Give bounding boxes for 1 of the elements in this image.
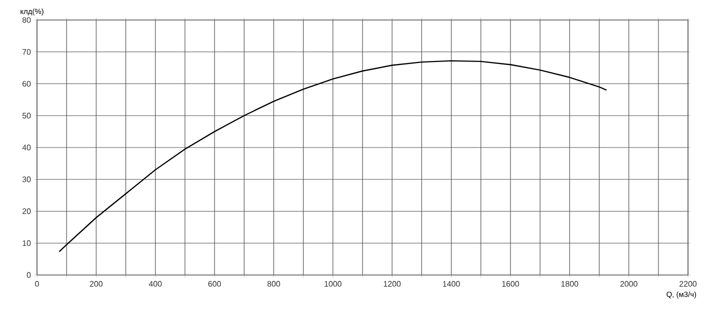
- line-series: [58, 60, 608, 252]
